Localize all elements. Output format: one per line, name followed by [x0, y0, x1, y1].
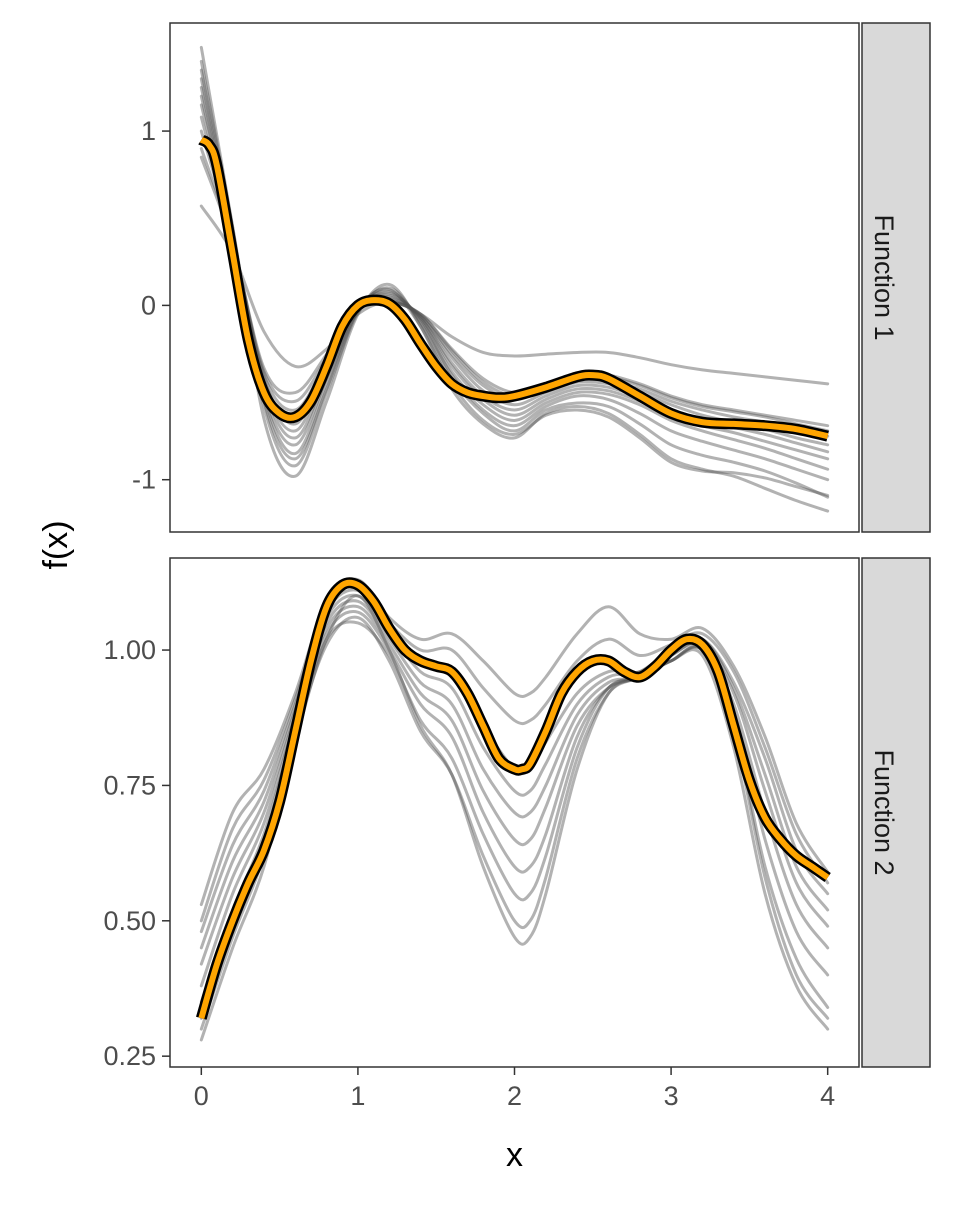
y-tick-label: 1.00: [103, 635, 156, 665]
y-tick-label: 1: [141, 116, 156, 146]
x-axis: 0 1 2 3 4: [194, 1067, 835, 1111]
panel-1-y-axis: -1 0 1: [132, 116, 170, 495]
x-tick-label: 2: [507, 1081, 522, 1111]
panel-function-2: 0.25 0.50 0.75 1.00 Function 2: [103, 557, 931, 1071]
panel-1-background: [170, 23, 859, 532]
panel-2-highlight-curve: [196, 577, 831, 1020]
y-tick-label: 0.25: [103, 1041, 156, 1071]
x-axis-title: x: [506, 1136, 523, 1174]
panel-2-background: [170, 558, 859, 1067]
panel-1-highlight-curve: [198, 134, 829, 442]
panel-2-y-axis: 0.25 0.50 0.75 1.00: [103, 635, 170, 1071]
strip-function-2: [861, 557, 931, 1068]
highlight-curve: [199, 137, 829, 440]
y-tick-label: 0: [141, 290, 156, 320]
y-tick-label: 0.50: [103, 906, 156, 936]
highlight-curve: [198, 579, 830, 1020]
strip-label-function-1: Function 1: [869, 214, 899, 340]
panel-function-1: -1 0 1 Function 1: [132, 22, 931, 533]
x-tick-label: 1: [350, 1081, 365, 1111]
sample-curve-5: [199, 77, 830, 482]
strip-label-function-2: Function 2: [869, 749, 899, 875]
y-tick-label: 0.75: [103, 770, 156, 800]
sample-curve-3: [199, 59, 830, 499]
sample-curve-7: [199, 94, 830, 461]
y-tick-label: -1: [132, 465, 156, 495]
x-tick-label: 0: [194, 1081, 209, 1111]
panel-1-border: [169, 22, 860, 533]
x-tick-label: 3: [664, 1081, 679, 1111]
sample-curve-12: [199, 155, 830, 428]
x-tick-label: 4: [820, 1081, 835, 1111]
strip-function-1: [861, 22, 931, 533]
sample-curve-1: [199, 204, 830, 386]
sample-curve-2: [199, 45, 830, 513]
sample-curve-4: [199, 68, 830, 497]
y-axis-title: f(x): [37, 520, 75, 569]
sample-curve-10: [199, 577, 830, 907]
sample-curve-6: [199, 86, 830, 471]
